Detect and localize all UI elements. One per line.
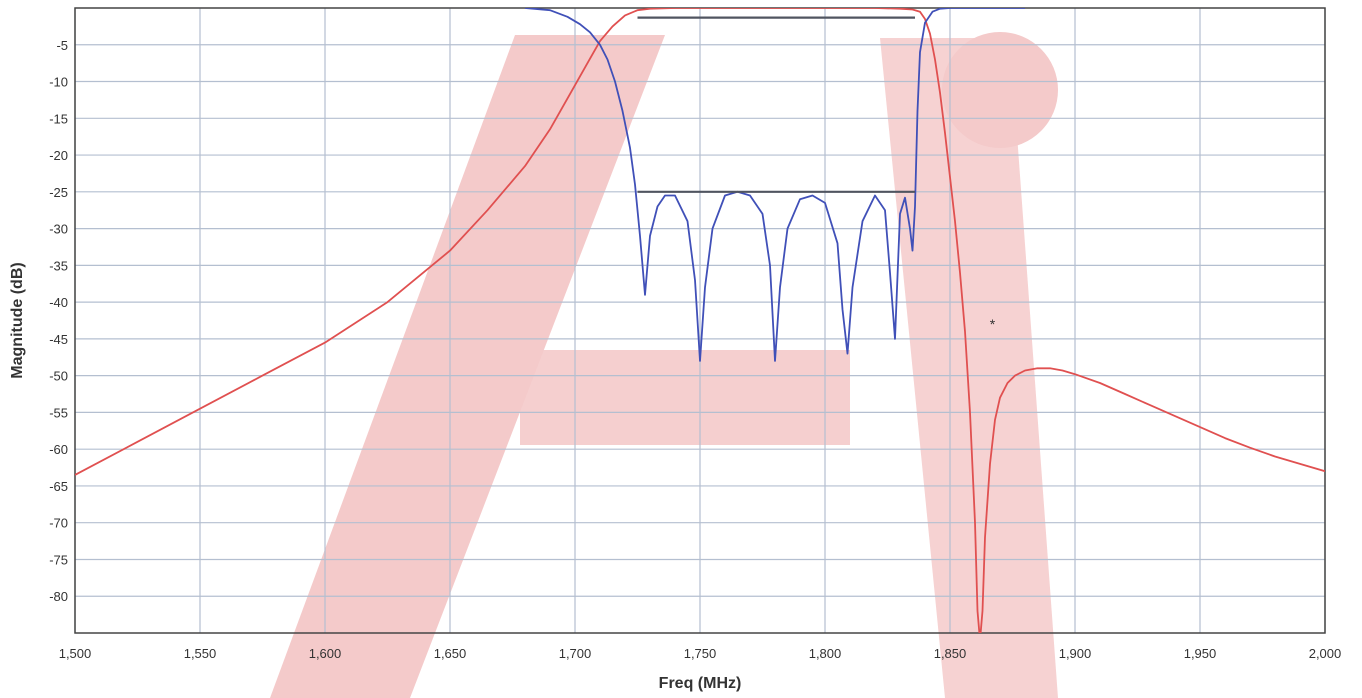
x-tick-label: 1,650: [434, 646, 467, 661]
series-line-2: [524, 8, 1025, 362]
y-tick-label: -75: [49, 552, 68, 567]
x-tick-label: 1,500: [59, 646, 92, 661]
y-tick-label: -60: [49, 442, 68, 457]
x-tick-label: 1,600: [309, 646, 342, 661]
y-axis-ticks: -5 -10 -15 -20 -25 -30 -35 -40 -45 -50 -55 -60 -65 -7…: [49, 38, 68, 604]
y-tick-label: -40: [49, 295, 68, 310]
y-tick-label: -10: [49, 75, 68, 90]
x-tick-label: 1,750: [684, 646, 717, 661]
x-tick-label: 1,550: [184, 646, 217, 661]
y-tick-label: -70: [49, 516, 68, 531]
y-tick-label: -65: [49, 479, 68, 494]
x-tick-label: 1,900: [1059, 646, 1092, 661]
x-axis-ticks: 1,500 1,550 1,600 1,650 1,700 1,750 1,800 1,850…: [59, 646, 1342, 661]
y-tick-label: -80: [49, 589, 68, 604]
watermark-logo: [270, 32, 1058, 698]
chart-grid: [74, 8, 1326, 633]
y-tick-label: -5: [56, 38, 68, 53]
x-tick-label: 1,800: [809, 646, 842, 661]
series-layer: [75, 8, 1325, 633]
y-tick-label: -25: [49, 185, 68, 200]
y-tick-label: -20: [49, 148, 68, 163]
y-tick-label: -45: [49, 332, 68, 347]
x-axis-label: Freq (MHz): [659, 675, 742, 692]
x-tick-label: 2,000: [1309, 646, 1342, 661]
series-line-1: [75, 8, 1325, 633]
chart-annotation: *: [990, 316, 996, 332]
x-tick-label: 1,700: [559, 646, 592, 661]
y-tick-label: -35: [49, 258, 68, 273]
y-tick-label: -30: [49, 222, 68, 237]
x-tick-label: 1,850: [934, 646, 967, 661]
y-axis-label: Magnitude (dB): [9, 262, 26, 378]
y-tick-label: -55: [49, 405, 68, 420]
x-tick-label: 1,950: [1184, 646, 1217, 661]
y-tick-label: -15: [49, 111, 68, 126]
y-tick-label: -50: [49, 369, 68, 384]
